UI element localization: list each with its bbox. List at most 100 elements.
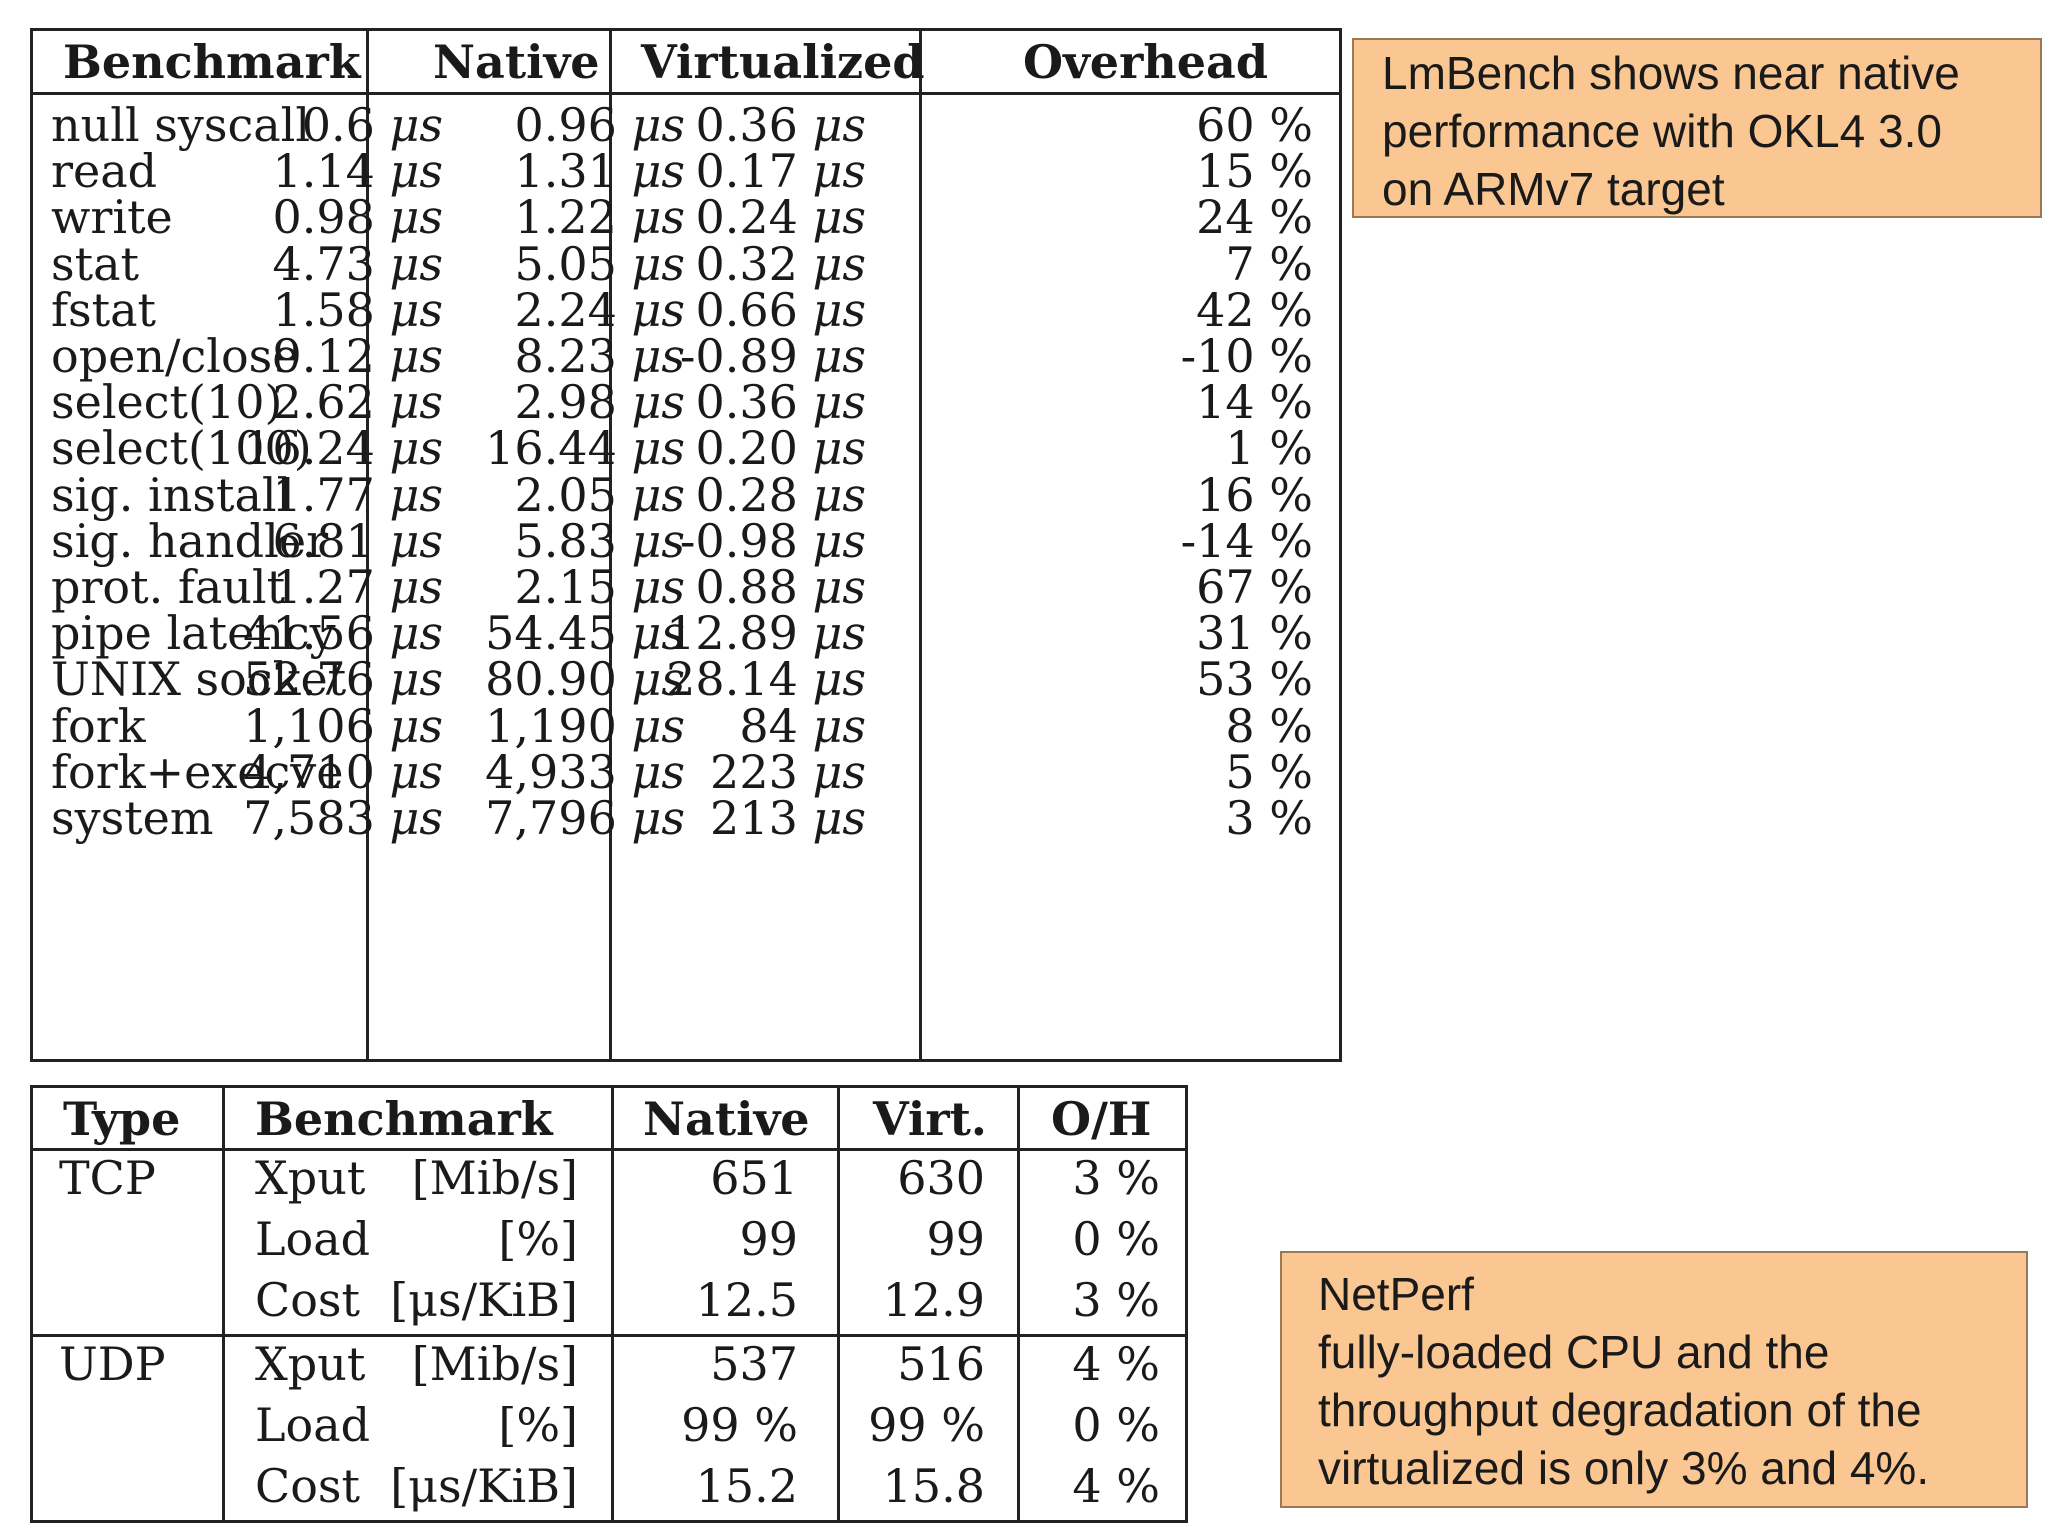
native-value: 4,710 μs [143,742,443,802]
virtualized-value: 4,933 μs [385,742,685,802]
oh-value: 0 % [1072,1398,1160,1452]
overhead-value: 84 μs [606,696,866,756]
header-rule [33,92,1339,95]
column-divider [1017,1088,1020,1520]
cell-value: 28.14 [666,652,798,707]
cell-value: 2.62 [272,375,375,430]
cell-value: 1.22 [514,190,617,245]
column-divider [611,1088,614,1520]
note-line: fully-loaded CPU and the [1318,1326,1830,1378]
table-row: open/close 9.12 μs 8.23 μs -0.89 μs -10 % [33,326,1339,383]
table-row: stat 4.73 μs 5.05 μs 0.32 μs 7 % [33,234,1339,291]
benchmark-name: Cost [255,1273,360,1327]
cell-value: 0.88 [695,560,798,614]
virtualized-value: 5.05 μs [385,234,685,294]
unit-label: μs [631,282,685,337]
overhead-percent: -14 % [1180,513,1313,568]
note-line: LmBench shows near native [1382,47,1960,99]
virt-value: 12.9 [882,1273,985,1327]
native-value: 0.6 μs [143,95,443,155]
cell-value: 223 [710,744,798,799]
benchmark-unit: [%] [498,1212,578,1266]
benchmark-unit: [μs/KiB] [390,1273,578,1327]
benchmark-name: null syscall [51,98,311,152]
overhead-value: 223 μs [606,742,866,802]
unit-label: μs [812,375,866,430]
overhead-value: 0.32 μs [606,234,866,294]
table-row: UNIX socket 52.76 μs 80.90 μs 28.14 μs 53 % [33,649,1339,706]
unit-label: μs [389,329,443,383]
header-overhead: Overhead [1023,35,1268,89]
cell-value: 4,710 [243,744,375,799]
overhead-value: -0.89 μs [606,326,866,386]
native-value: 1.77 μs [143,465,443,525]
native-value: 99 % [681,1398,798,1452]
cell-value: 0.20 [695,421,798,476]
virtualized-value: 1,190 μs [385,696,685,756]
unit-label: μs [389,513,443,568]
unit-label: μs [389,190,443,245]
cell-value: 213 [710,791,798,845]
unit-label: μs [389,791,443,845]
virt-value: 99 % [868,1398,985,1452]
cell-value: 0.96 [514,98,617,152]
benchmark-name: Xput [255,1337,366,1391]
table-row: fork 1,106 μs 1,190 μs 84 μs 8 % [33,696,1339,753]
overhead-percent: -10 % [1180,329,1313,383]
note-line: NetPerf [1318,1268,1474,1320]
table-row: fstat 1.58 μs 2.24 μs 0.66 μs 42 % [33,280,1339,337]
native-value: 52.76 μs [143,649,443,709]
lmbench-note: LmBench shows near native performance wi… [1352,38,2042,218]
cell-value: 1.14 [272,144,375,199]
cell-value: 4,933 [485,744,617,799]
unit-label: μs [389,98,443,152]
oh-value: 3 % [1072,1273,1160,1327]
virt-value: 15.8 [882,1459,985,1513]
benchmark-name: sig. handler [51,513,329,568]
cell-value: 12.89 [666,606,798,661]
benchmark-unit: [Mib/s] [411,1151,578,1205]
unit-label: μs [631,652,685,707]
cell-value: 84 [739,698,798,753]
virtualized-value: 2.05 μs [385,465,685,525]
protocol-type: UDP [59,1337,166,1391]
cell-value: 0.17 [695,144,798,199]
overhead-value: 12.89 μs [606,603,866,663]
benchmark-name: UNIX socket [51,652,347,707]
native-value: 0.98 μs [143,187,443,247]
cell-value: 0.24 [695,190,798,245]
cell-value: 5.83 [514,513,617,568]
column-divider [837,1088,840,1520]
overhead-percent: 60 % [1196,98,1313,152]
table-row: system 7,583 μs 7,796 μs 213 μs 3 % [33,788,1339,845]
benchmark-name: fstat [51,282,157,337]
native-value: 99 [739,1212,798,1266]
table-row: Xput [Mib/s] 651 630 3 % [33,1148,1185,1208]
native-value: 1.14 μs [143,141,443,201]
cell-value: 16.44 [485,421,617,476]
benchmark-unit: [%] [498,1398,578,1452]
column-divider [609,31,612,1059]
cell-value: 1.77 [272,467,375,522]
unit-label: μs [631,698,685,753]
cell-value: 0.6 [301,98,375,152]
cell-value: 0.36 [695,375,798,430]
header-benchmark: Benchmark [63,35,361,89]
note-line: performance with OKL4 3.0 [1382,105,1942,157]
overhead-value: 0.88 μs [606,557,866,617]
header-native: Native [433,35,600,89]
unit-label: μs [812,144,866,199]
cell-value: 1,106 [243,698,375,753]
cell-value: 1.27 [272,560,375,614]
unit-label: μs [389,236,443,291]
native-value: 15.2 [695,1459,798,1513]
unit-label: μs [631,98,685,152]
cell-value: 1.58 [272,282,375,337]
cell-value: 4.73 [272,236,375,291]
native-value: 41.56 μs [143,603,443,663]
benchmark-unit: [μs/KiB] [390,1459,578,1513]
cell-value: 2.24 [514,282,617,337]
group-rule [33,1334,1185,1337]
virt-value: 99 [926,1212,985,1266]
unit-label: μs [389,375,443,430]
